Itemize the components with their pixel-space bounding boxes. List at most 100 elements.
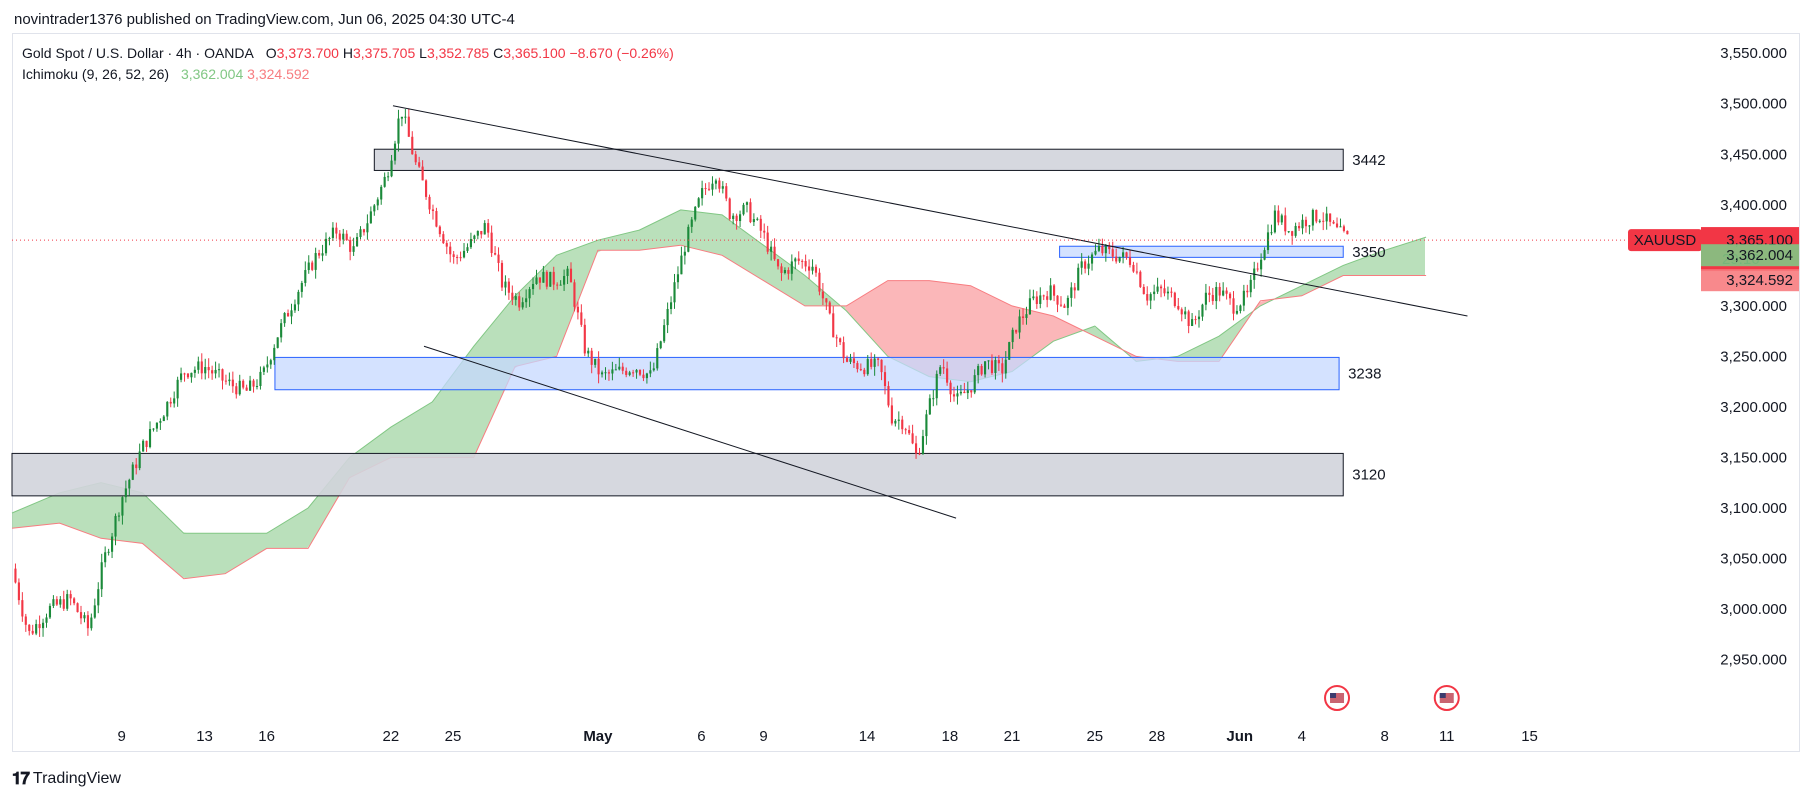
- candle[interactable]: [483, 223, 486, 235]
- candle[interactable]: [380, 186, 383, 200]
- candle[interactable]: [1153, 291, 1156, 295]
- candle[interactable]: [887, 386, 890, 406]
- candle[interactable]: [280, 323, 283, 338]
- candle[interactable]: [1211, 294, 1214, 302]
- candle[interactable]: [480, 230, 483, 235]
- candle[interactable]: [1056, 295, 1059, 305]
- candle[interactable]: [1108, 245, 1111, 250]
- candle[interactable]: [1315, 209, 1318, 222]
- candle[interactable]: [504, 281, 507, 288]
- candle[interactable]: [1025, 314, 1028, 318]
- candle[interactable]: [635, 369, 638, 373]
- candle[interactable]: [166, 401, 169, 417]
- candle[interactable]: [573, 282, 576, 307]
- candle[interactable]: [200, 361, 203, 374]
- candle[interactable]: [407, 116, 410, 137]
- candle[interactable]: [663, 325, 666, 342]
- candle[interactable]: [628, 372, 631, 375]
- candle[interactable]: [790, 261, 793, 274]
- candle[interactable]: [901, 419, 904, 430]
- candle[interactable]: [956, 393, 959, 397]
- candle[interactable]: [1239, 305, 1242, 311]
- candle[interactable]: [666, 308, 669, 326]
- candle[interactable]: [1084, 261, 1087, 269]
- candle[interactable]: [173, 398, 176, 404]
- candle[interactable]: [1097, 245, 1101, 251]
- candle[interactable]: [117, 515, 121, 517]
- candle[interactable]: [1094, 250, 1097, 255]
- candle[interactable]: [1194, 319, 1197, 321]
- candle[interactable]: [1263, 250, 1266, 260]
- candle[interactable]: [387, 176, 390, 178]
- candle[interactable]: [497, 254, 500, 263]
- candle[interactable]: [207, 367, 210, 371]
- candle[interactable]: [1142, 286, 1145, 295]
- candle[interactable]: [79, 612, 83, 619]
- candle[interactable]: [1208, 292, 1211, 295]
- candle[interactable]: [1039, 295, 1042, 304]
- candle[interactable]: [1125, 252, 1128, 258]
- candle[interactable]: [959, 391, 962, 394]
- candle[interactable]: [297, 291, 300, 305]
- candle[interactable]: [1146, 294, 1149, 301]
- candle[interactable]: [835, 337, 838, 339]
- candle[interactable]: [518, 296, 521, 308]
- candle[interactable]: [821, 291, 824, 299]
- candle[interactable]: [683, 251, 686, 256]
- candle[interactable]: [490, 232, 493, 254]
- candle[interactable]: [1111, 249, 1114, 257]
- candle[interactable]: [242, 380, 245, 388]
- candle[interactable]: [135, 464, 138, 469]
- candle[interactable]: [528, 289, 531, 299]
- candle[interactable]: [718, 180, 721, 189]
- candle[interactable]: [749, 202, 752, 223]
- candle[interactable]: [1225, 290, 1228, 294]
- candle[interactable]: [1077, 267, 1080, 291]
- candle[interactable]: [897, 419, 900, 421]
- candle[interactable]: [41, 622, 45, 629]
- candle[interactable]: [983, 361, 987, 375]
- candle[interactable]: [314, 253, 317, 270]
- candle[interactable]: [1339, 226, 1342, 228]
- candle[interactable]: [1059, 304, 1063, 306]
- candle[interactable]: [549, 271, 552, 287]
- candle[interactable]: [600, 372, 604, 375]
- candle[interactable]: [732, 215, 735, 219]
- candle[interactable]: [1260, 259, 1263, 270]
- candle[interactable]: [656, 348, 659, 369]
- candle[interactable]: [1118, 256, 1121, 262]
- candle[interactable]: [73, 598, 76, 604]
- candle[interactable]: [373, 205, 376, 212]
- candle[interactable]: [262, 367, 265, 372]
- candle[interactable]: [728, 198, 731, 219]
- candle[interactable]: [462, 250, 466, 258]
- candle[interactable]: [587, 350, 590, 354]
- candle[interactable]: [680, 255, 683, 275]
- candle[interactable]: [155, 422, 158, 429]
- candle[interactable]: [45, 617, 48, 623]
- candle[interactable]: [487, 223, 490, 233]
- candle[interactable]: [659, 341, 662, 349]
- candle[interactable]: [445, 243, 448, 247]
- candle[interactable]: [883, 372, 887, 387]
- candle[interactable]: [83, 615, 86, 619]
- candle[interactable]: [390, 160, 393, 177]
- candle[interactable]: [594, 358, 597, 365]
- candle[interactable]: [756, 218, 759, 220]
- candle[interactable]: [1104, 245, 1107, 254]
- candle[interactable]: [566, 268, 569, 276]
- candle[interactable]: [286, 313, 290, 317]
- candle[interactable]: [180, 373, 183, 380]
- candle[interactable]: [908, 430, 911, 434]
- candle[interactable]: [1291, 231, 1294, 236]
- candle[interactable]: [355, 237, 359, 247]
- candle[interactable]: [349, 240, 352, 252]
- candle[interactable]: [342, 233, 345, 240]
- candle[interactable]: [1301, 219, 1304, 229]
- candle[interactable]: [611, 369, 614, 374]
- candle[interactable]: [1021, 316, 1025, 318]
- candle[interactable]: [618, 366, 621, 370]
- candle[interactable]: [714, 180, 717, 184]
- candle[interactable]: [121, 497, 124, 516]
- candle[interactable]: [1159, 286, 1163, 289]
